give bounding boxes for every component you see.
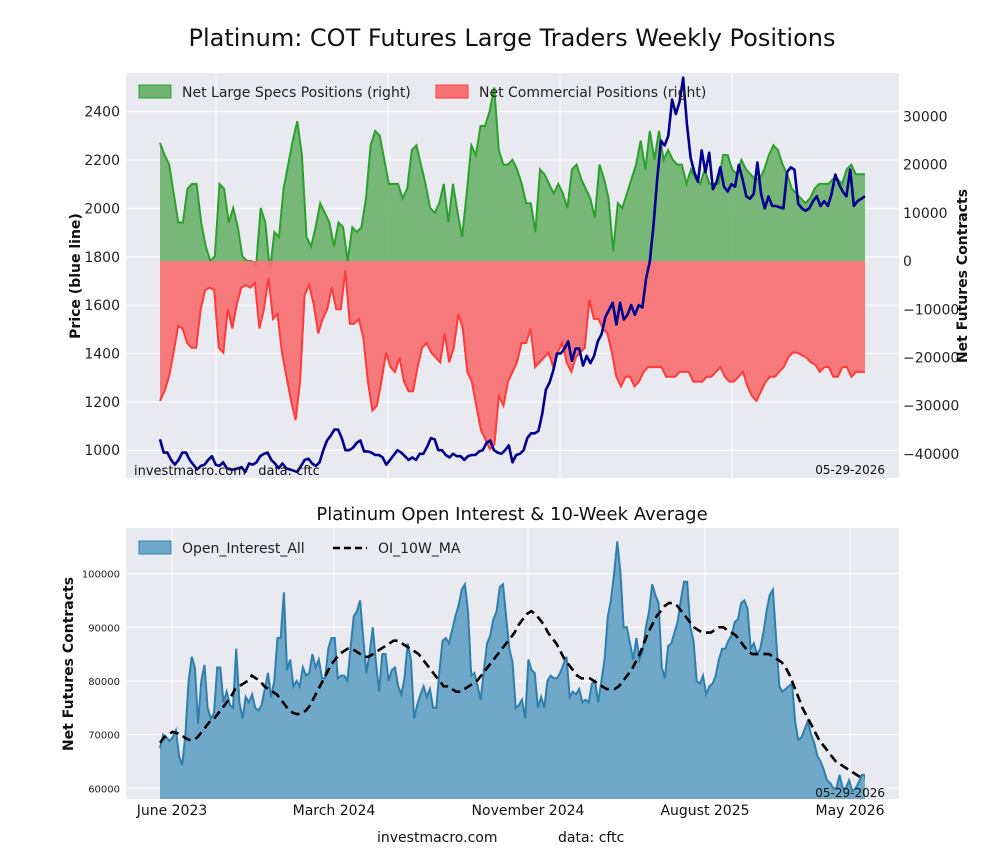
top-legend: Net Large Specs Positions (right) Net Co… [138, 84, 706, 101]
bottom-date-label: 05-29-2026 [815, 786, 885, 800]
figure-title: Platinum: COT Futures Large Traders Week… [188, 24, 835, 52]
legend-label-open-interest: Open_Interest_All [182, 541, 305, 557]
bottom-tick-label: 100000 [82, 570, 120, 581]
top-watermark: investmacro.com data: cftc [134, 464, 320, 479]
top-right-tick-label: 0 [903, 254, 912, 270]
top-left-tick-label: 2200 [84, 153, 120, 169]
bottom-tick-label: 70000 [88, 731, 120, 742]
top-right-tick-label: −30000 [903, 399, 959, 415]
bottom-x-tick-label: March 2024 [293, 803, 376, 819]
price-line [158, 76, 866, 474]
top-left-axis-label: Price (blue line) [68, 213, 84, 339]
top-date-label: 05-29-2026 [815, 463, 885, 477]
oi-ma-line [158, 601, 865, 779]
open-interest-line [159, 541, 865, 793]
large-specs-line [159, 87, 865, 271]
bottom-axis-label: Net Futures Contracts [61, 577, 77, 751]
footer-source: data: cftc [558, 830, 624, 846]
legend-label-large-specs: Net Large Specs Positions (right) [182, 85, 411, 101]
bottom-chart-title: Platinum Open Interest & 10-Week Average [316, 504, 707, 525]
top-right-tick-label: 20000 [903, 158, 948, 174]
legend-label-commercial: Net Commercial Positions (right) [479, 85, 706, 101]
large-specs-area [160, 87, 865, 271]
top-left-tick-label: 1000 [84, 443, 120, 459]
legend-swatch-commercial [435, 84, 469, 99]
top-left-tick-label: 2400 [84, 105, 120, 121]
top-left-tick-label: 1600 [84, 298, 120, 314]
top-left-tick-label: 1200 [84, 395, 120, 411]
top-left-tick-label: 1800 [84, 250, 120, 266]
bottom-tick-label: 60000 [88, 784, 120, 795]
legend-label-oi-ma: OI_10W_MA [378, 541, 461, 557]
bottom-panel: Platinum Open Interest & 10-Week Average… [61, 504, 899, 819]
top-left-tick-label: 2000 [84, 201, 120, 217]
top-right-tick-label: −10000 [903, 302, 959, 318]
legend-swatch-open-interest [138, 540, 172, 555]
bottom-tick-label: 80000 [88, 677, 120, 688]
top-right-tick-label: 30000 [903, 109, 948, 125]
bottom-x-tick-label: June 2023 [136, 803, 208, 819]
top-right-tick-label: −20000 [903, 350, 959, 366]
top-right-axis-label: Net Futures Contracts [955, 189, 971, 363]
footer-site: investmacro.com [377, 830, 497, 846]
top-panel: 1000 1200 1400 1600 1800 2000 2200 2400 −40000 −… [68, 73, 971, 479]
top-right-tick-label: −40000 [903, 447, 959, 463]
bottom-x-tick-label: August 2025 [660, 803, 749, 819]
bottom-tick-label: 90000 [88, 623, 120, 634]
bottom-x-tick-label: November 2024 [472, 803, 585, 819]
bottom-legend: Open_Interest_All OI_10W_MA [138, 540, 461, 557]
top-left-tick-label: 1400 [84, 346, 120, 362]
bottom-x-tick-label: May 2026 [815, 803, 884, 819]
legend-swatch-large-specs [138, 84, 172, 99]
commercial-line [159, 270, 865, 451]
top-right-tick-label: 10000 [903, 206, 948, 222]
